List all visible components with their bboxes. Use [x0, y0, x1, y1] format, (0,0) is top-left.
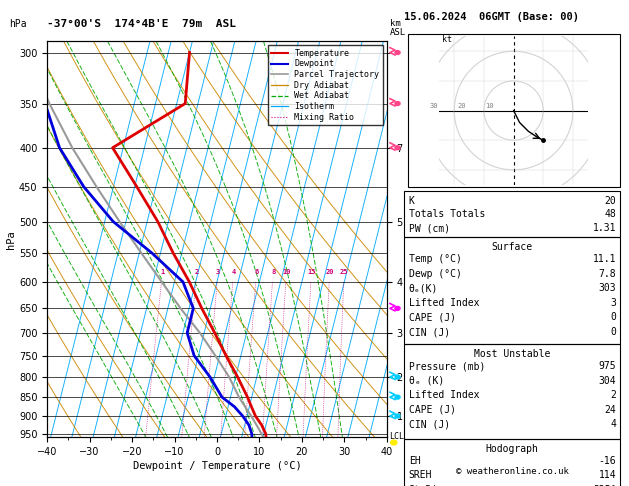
Text: 25: 25 [340, 269, 348, 275]
Text: 7.8: 7.8 [599, 269, 616, 279]
Text: 0: 0 [611, 327, 616, 337]
Text: © weatheronline.co.uk: © weatheronline.co.uk [455, 467, 569, 476]
Text: 48: 48 [604, 209, 616, 220]
Text: hPa: hPa [9, 19, 27, 30]
Text: Totals Totals: Totals Totals [409, 209, 485, 220]
Text: Lifted Index: Lifted Index [409, 390, 479, 400]
X-axis label: Dewpoint / Temperature (°C): Dewpoint / Temperature (°C) [133, 461, 301, 471]
Text: kt: kt [442, 35, 452, 44]
Text: 114: 114 [599, 470, 616, 481]
Text: 4: 4 [231, 269, 236, 275]
Text: Pressure (mb): Pressure (mb) [409, 361, 485, 371]
Text: 15: 15 [307, 269, 316, 275]
Text: PW (cm): PW (cm) [409, 223, 450, 233]
Text: θₑ(K): θₑ(K) [409, 283, 438, 294]
Legend: Temperature, Dewpoint, Parcel Trajectory, Dry Adiabat, Wet Adiabat, Isotherm, Mi: Temperature, Dewpoint, Parcel Trajectory… [268, 46, 382, 125]
Text: CIN (J): CIN (J) [409, 327, 450, 337]
Text: 304: 304 [599, 376, 616, 386]
Text: Temp (°C): Temp (°C) [409, 254, 462, 264]
Text: km
ASL: km ASL [390, 19, 406, 37]
Text: 975: 975 [599, 361, 616, 371]
Text: 11.1: 11.1 [593, 254, 616, 264]
Text: 4: 4 [611, 419, 616, 430]
Text: -16: -16 [599, 456, 616, 466]
Text: 10: 10 [486, 103, 494, 108]
Y-axis label: hPa: hPa [6, 230, 16, 249]
Text: 325°: 325° [593, 485, 616, 486]
Text: LCL: LCL [389, 432, 404, 440]
Text: SREH: SREH [409, 470, 432, 481]
Text: 3: 3 [216, 269, 220, 275]
Text: 3: 3 [611, 298, 616, 308]
Text: 15.06.2024  06GMT (Base: 00): 15.06.2024 06GMT (Base: 00) [404, 12, 579, 22]
Text: 303: 303 [599, 283, 616, 294]
Text: 6: 6 [254, 269, 259, 275]
Text: θₑ (K): θₑ (K) [409, 376, 444, 386]
Text: -37°00'S  174°4B'E  79m  ASL: -37°00'S 174°4B'E 79m ASL [47, 19, 236, 30]
Text: 24: 24 [604, 405, 616, 415]
Text: 10: 10 [282, 269, 291, 275]
Text: 8: 8 [271, 269, 276, 275]
Text: 2: 2 [195, 269, 199, 275]
Text: Surface: Surface [491, 242, 533, 252]
Text: 0: 0 [611, 312, 616, 323]
Text: CIN (J): CIN (J) [409, 419, 450, 430]
Text: StmDir: StmDir [409, 485, 444, 486]
Text: 30: 30 [429, 103, 438, 108]
Text: Lifted Index: Lifted Index [409, 298, 479, 308]
Text: 2: 2 [611, 390, 616, 400]
Text: 20: 20 [604, 196, 616, 206]
Text: K: K [409, 196, 415, 206]
Text: 1: 1 [160, 269, 165, 275]
Text: CAPE (J): CAPE (J) [409, 405, 456, 415]
Text: EH: EH [409, 456, 421, 466]
Text: Most Unstable: Most Unstable [474, 349, 550, 359]
Text: 1.31: 1.31 [593, 223, 616, 233]
Text: CAPE (J): CAPE (J) [409, 312, 456, 323]
Text: 20: 20 [457, 103, 465, 108]
Text: 20: 20 [325, 269, 334, 275]
Text: Hodograph: Hodograph [486, 444, 538, 454]
Text: Dewp (°C): Dewp (°C) [409, 269, 462, 279]
